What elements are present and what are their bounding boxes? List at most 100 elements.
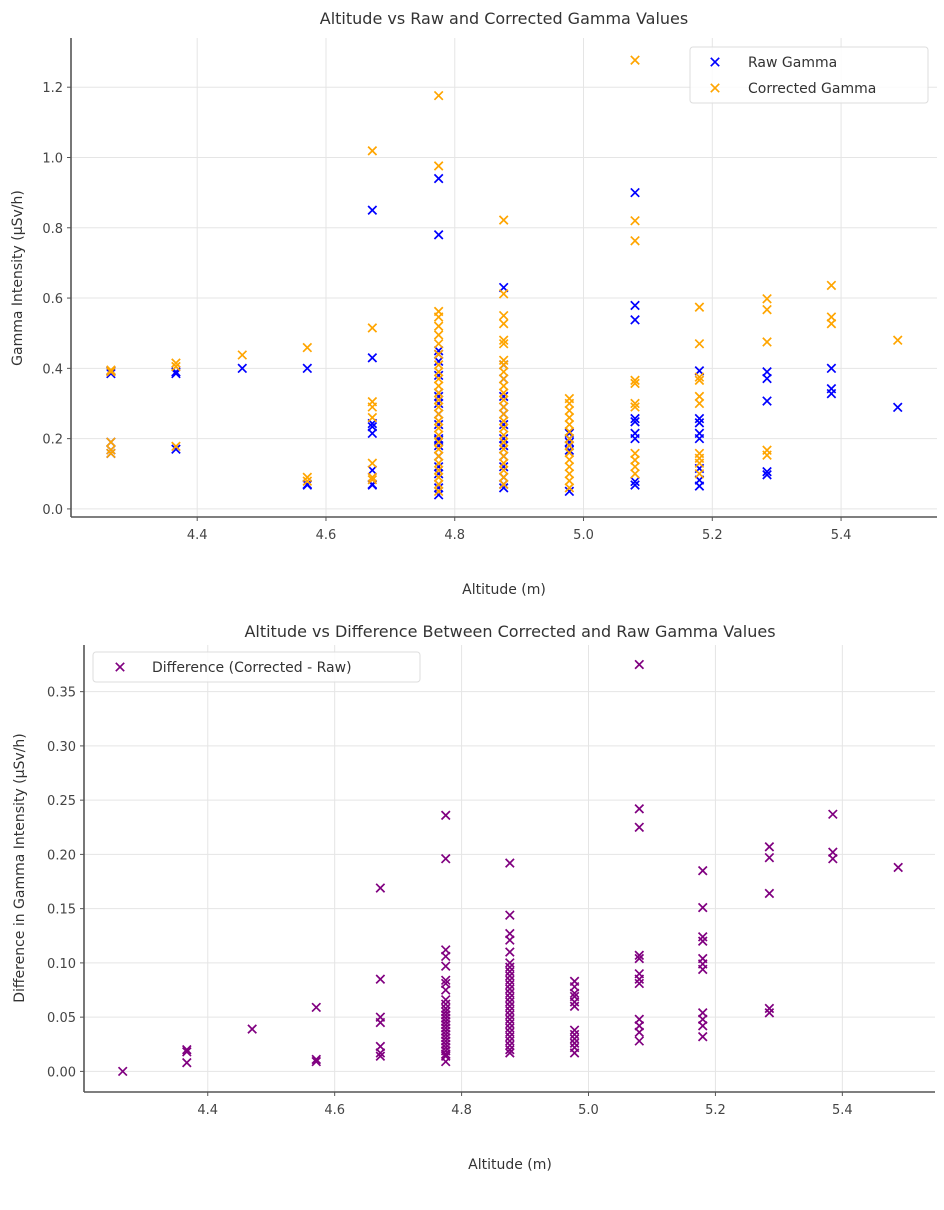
data-point xyxy=(762,373,772,384)
data-point xyxy=(892,402,903,413)
data-point xyxy=(498,289,509,299)
data-point xyxy=(498,381,509,391)
data-point xyxy=(505,975,515,986)
data-point xyxy=(564,398,575,409)
data-point xyxy=(433,483,444,493)
data-point xyxy=(569,1029,580,1040)
x-tick-label: 4.4 xyxy=(187,528,208,543)
data-point xyxy=(498,419,509,430)
data-point xyxy=(630,480,640,490)
data-point xyxy=(564,447,575,458)
data-point xyxy=(505,910,515,920)
data-point xyxy=(762,470,772,480)
x-tick-label: 5.4 xyxy=(831,528,852,543)
data-point xyxy=(171,441,181,452)
data-point xyxy=(375,1051,386,1062)
data-point xyxy=(694,398,705,409)
data-point xyxy=(433,391,444,402)
data-point xyxy=(564,412,575,423)
y-tick-label: 0.6 xyxy=(42,292,63,307)
data-point xyxy=(498,430,509,440)
data-point xyxy=(697,964,708,975)
data-point xyxy=(182,1047,192,1057)
legend: Difference (Corrected - Raw) xyxy=(92,651,421,683)
data-point xyxy=(697,902,708,913)
y-tick-label: 0.00 xyxy=(47,1065,76,1080)
data-point xyxy=(440,985,451,995)
data-point xyxy=(433,229,444,240)
data-point xyxy=(433,423,444,433)
data-point xyxy=(630,476,640,487)
data-point xyxy=(433,90,444,101)
x-tick-label: 5.4 xyxy=(832,1103,853,1118)
data-point xyxy=(569,1038,580,1048)
data-point xyxy=(505,984,515,994)
data-point xyxy=(505,997,515,1007)
data-point xyxy=(630,378,640,389)
data-point xyxy=(237,350,248,360)
data-point xyxy=(630,235,640,246)
legend-label-difference: Difference (Corrected - Raw) xyxy=(152,660,352,676)
data-point xyxy=(302,476,313,486)
data-point xyxy=(498,215,509,225)
data-point xyxy=(440,994,451,1005)
data-point xyxy=(367,465,378,476)
data-point xyxy=(433,367,444,377)
data-point xyxy=(505,1014,515,1025)
data-point xyxy=(826,318,837,329)
data-point xyxy=(367,474,378,485)
data-point xyxy=(764,841,775,852)
data-point xyxy=(762,466,772,477)
data-point xyxy=(569,1025,580,1035)
data-point xyxy=(505,1005,515,1016)
data-point xyxy=(569,1048,580,1058)
y-tick-label: 0.05 xyxy=(47,1011,76,1026)
data-point xyxy=(498,374,509,384)
data-point xyxy=(433,465,444,476)
data-point xyxy=(433,479,444,490)
data-point xyxy=(564,468,575,479)
data-point xyxy=(564,483,575,493)
data-point xyxy=(505,988,515,999)
data-point xyxy=(311,1054,322,1065)
data-point xyxy=(892,335,903,346)
data-point xyxy=(440,1056,451,1067)
data-point xyxy=(505,992,515,1003)
x-tick-label: 5.2 xyxy=(702,528,723,543)
data-point xyxy=(505,1031,515,1042)
x-tick-label: 4.8 xyxy=(451,1103,472,1118)
data-point xyxy=(564,440,575,451)
data-point xyxy=(634,1036,645,1046)
data-point xyxy=(694,481,705,491)
data-point xyxy=(630,215,640,226)
legend-label-corrected-gamma: Corrected Gamma xyxy=(748,81,876,97)
data-point xyxy=(367,323,378,333)
y-axis-label: Difference in Gamma Intensity (μSv/h) xyxy=(12,733,28,1003)
data-point xyxy=(433,490,444,500)
data-point xyxy=(440,961,451,971)
x-marker-icon xyxy=(710,83,720,93)
data-point xyxy=(433,409,444,419)
data-point xyxy=(433,461,444,472)
x-tick-label: 5.0 xyxy=(578,1103,599,1118)
legend-marker-icon xyxy=(710,83,720,93)
data-point xyxy=(694,458,705,469)
data-point xyxy=(564,405,575,416)
data-point xyxy=(433,437,444,447)
legend-marker-icon xyxy=(710,57,720,67)
legend-label-raw-gamma: Raw Gamma xyxy=(748,55,837,71)
data-point xyxy=(433,349,444,360)
data-point xyxy=(367,428,378,439)
data-point xyxy=(433,468,444,479)
data-point xyxy=(498,335,509,346)
chart-title: Altitude vs Difference Between Corrected… xyxy=(244,622,775,641)
data-point xyxy=(171,368,181,379)
data-point xyxy=(106,448,116,459)
x-tick-label: 4.6 xyxy=(324,1103,345,1118)
data-point xyxy=(762,396,772,406)
data-point xyxy=(440,853,451,864)
data-point xyxy=(367,472,378,483)
y-tick-label: 0.4 xyxy=(42,362,63,377)
data-point xyxy=(505,1040,515,1051)
data-point xyxy=(433,374,444,384)
